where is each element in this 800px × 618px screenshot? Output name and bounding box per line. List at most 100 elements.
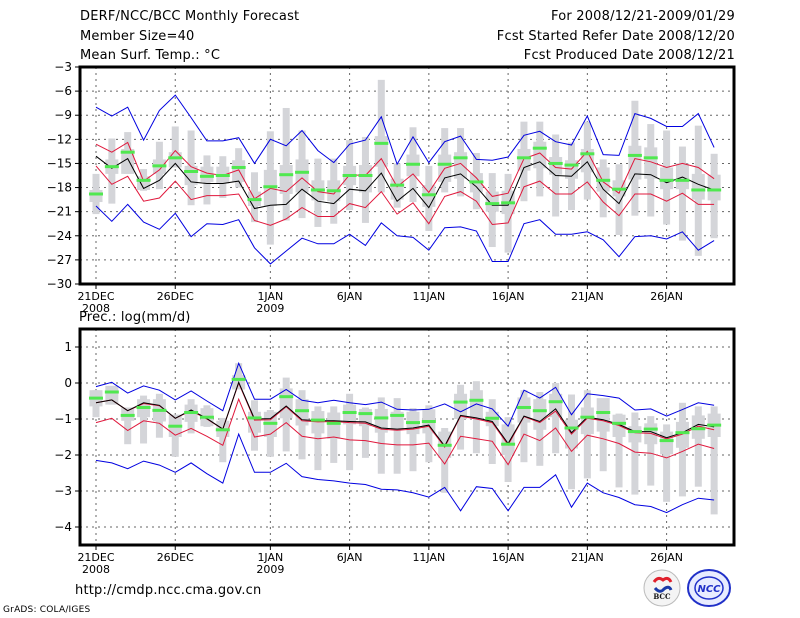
temp-median-mark bbox=[501, 201, 516, 205]
prec-median-mark bbox=[231, 377, 246, 381]
prec-mean-line bbox=[95, 380, 715, 447]
prec-box-inner bbox=[454, 393, 468, 419]
prec-median-mark bbox=[580, 415, 595, 419]
prec-median-mark bbox=[263, 421, 278, 425]
temp-ytick-label: −15 bbox=[47, 156, 72, 170]
ncc-logo-text: NCC bbox=[697, 584, 721, 595]
temp-frame bbox=[78, 65, 736, 286]
temp-median-mark bbox=[516, 156, 531, 160]
prec-box-inner bbox=[675, 421, 689, 448]
prec-median-mark bbox=[279, 395, 294, 399]
temp-box-inner bbox=[675, 163, 689, 190]
temp-ytick-label: −30 bbox=[47, 277, 72, 291]
temp-median-mark bbox=[612, 187, 627, 191]
temp-panel: −3 −6 −9 −12 −15 −18 −21 −24 −27 −30 21DEC 26DEC 1JA… bbox=[47, 60, 736, 315]
temp-box-inner bbox=[374, 136, 388, 167]
temp-median-mark bbox=[691, 188, 706, 192]
source-url[interactable]: http://cmdp.ncc.cma.gov.cn bbox=[75, 583, 262, 598]
prec-median-mark bbox=[342, 411, 357, 415]
prec-median-mark bbox=[89, 396, 103, 400]
temp-box-inner bbox=[358, 165, 372, 193]
prec-median-mark bbox=[548, 400, 563, 404]
temp-xtick-label: 26DEC bbox=[157, 290, 194, 303]
prec-median-mark bbox=[406, 421, 420, 425]
prec-median-mark bbox=[501, 442, 516, 446]
prec-box-outer bbox=[377, 397, 385, 474]
temp-median-mark bbox=[342, 174, 357, 177]
prec-median-mark bbox=[326, 421, 341, 425]
temp-ytick-label: −21 bbox=[47, 205, 72, 219]
temp-box-inner bbox=[549, 157, 563, 175]
prec-box-inner bbox=[628, 426, 642, 443]
temp-median-mark bbox=[358, 174, 373, 177]
prec-median-mark bbox=[627, 430, 642, 434]
prec-xtick-label: 21DEC bbox=[77, 551, 114, 564]
prec-box-inner bbox=[533, 399, 547, 430]
temp-box-inner bbox=[89, 189, 103, 203]
temp-ytick-label: −12 bbox=[47, 132, 72, 146]
prec-box-outer bbox=[425, 405, 433, 463]
prec-box-outer bbox=[346, 393, 354, 471]
temp-xtick-label: 6JAN bbox=[337, 290, 363, 303]
prec-box-outer bbox=[140, 395, 148, 444]
prec-median-mark bbox=[516, 405, 531, 409]
prec-median-mark bbox=[390, 413, 405, 417]
prec-box-outer bbox=[678, 402, 686, 497]
prec-lower-line bbox=[95, 397, 715, 466]
temp-box-outer bbox=[615, 164, 623, 235]
temp-median-mark bbox=[390, 183, 405, 187]
prec-box-outer bbox=[393, 398, 401, 474]
prec-box-inner bbox=[248, 411, 261, 433]
temp-max-line bbox=[95, 94, 715, 166]
prec-median-mark bbox=[691, 427, 706, 431]
prec-ytick-label: −1 bbox=[54, 412, 72, 426]
temp-ytick-label: −18 bbox=[47, 181, 72, 195]
prec-median-mark bbox=[643, 427, 658, 431]
prec-median-mark bbox=[295, 409, 310, 413]
prec-box-outer bbox=[710, 406, 718, 515]
prec-median-mark bbox=[485, 416, 500, 420]
prec-median-mark bbox=[469, 398, 484, 402]
temp-box-outer bbox=[171, 126, 179, 166]
temp-median-mark bbox=[120, 150, 135, 154]
prec-ytick-label: 0 bbox=[64, 376, 72, 390]
temp-box-inner bbox=[168, 152, 182, 168]
temp-median-mark bbox=[548, 161, 563, 165]
temp-median-mark bbox=[263, 185, 278, 189]
prec-median-mark bbox=[184, 411, 199, 415]
forecast-produced-date: Fcst Produced Date 2008/12/21 bbox=[523, 48, 735, 63]
temp-box-inner bbox=[644, 147, 658, 179]
temp-xtick-label: 21JAN bbox=[571, 290, 604, 303]
temp-year-label: 2008 bbox=[82, 302, 110, 315]
temp-box-inner bbox=[485, 191, 499, 212]
prec-box-inner bbox=[517, 397, 531, 423]
prec-box-inner bbox=[105, 385, 119, 405]
temp-median-mark bbox=[215, 174, 230, 177]
temp-median-mark bbox=[295, 170, 310, 174]
prec-median-mark bbox=[596, 411, 611, 415]
temp-median-mark bbox=[532, 146, 547, 150]
temp-xtick-label: 21DEC bbox=[77, 290, 114, 303]
prec-box-inner bbox=[580, 407, 594, 435]
prec-box-outer bbox=[520, 390, 528, 463]
temp-box-inner bbox=[200, 166, 214, 182]
temp-median-mark bbox=[247, 198, 262, 202]
prec-median-mark bbox=[675, 431, 690, 435]
chart-title: DERF/NCC/BCC Monthly Forecast bbox=[80, 9, 300, 24]
prec-box-outer bbox=[488, 399, 496, 464]
temp-median-mark bbox=[485, 202, 500, 206]
temp-ytick-label: −9 bbox=[54, 108, 72, 122]
temp-median-mark bbox=[564, 163, 579, 167]
prec-median-mark bbox=[136, 405, 151, 409]
prec-box-outer bbox=[615, 413, 623, 488]
temp-median-mark bbox=[184, 169, 199, 173]
temp-box-inner bbox=[295, 159, 309, 193]
grads-credit: GrADS: COLA/IGES bbox=[3, 605, 91, 615]
prec-year-label: 2009 bbox=[256, 563, 284, 576]
bcc-logo-red-swirl bbox=[652, 576, 673, 583]
temp-box-inner bbox=[691, 173, 705, 200]
prec-median-mark bbox=[215, 428, 230, 432]
forecast-period: For 2008/12/21-2009/01/29 bbox=[551, 9, 735, 24]
bcc-logo-text: BCC bbox=[653, 592, 671, 601]
